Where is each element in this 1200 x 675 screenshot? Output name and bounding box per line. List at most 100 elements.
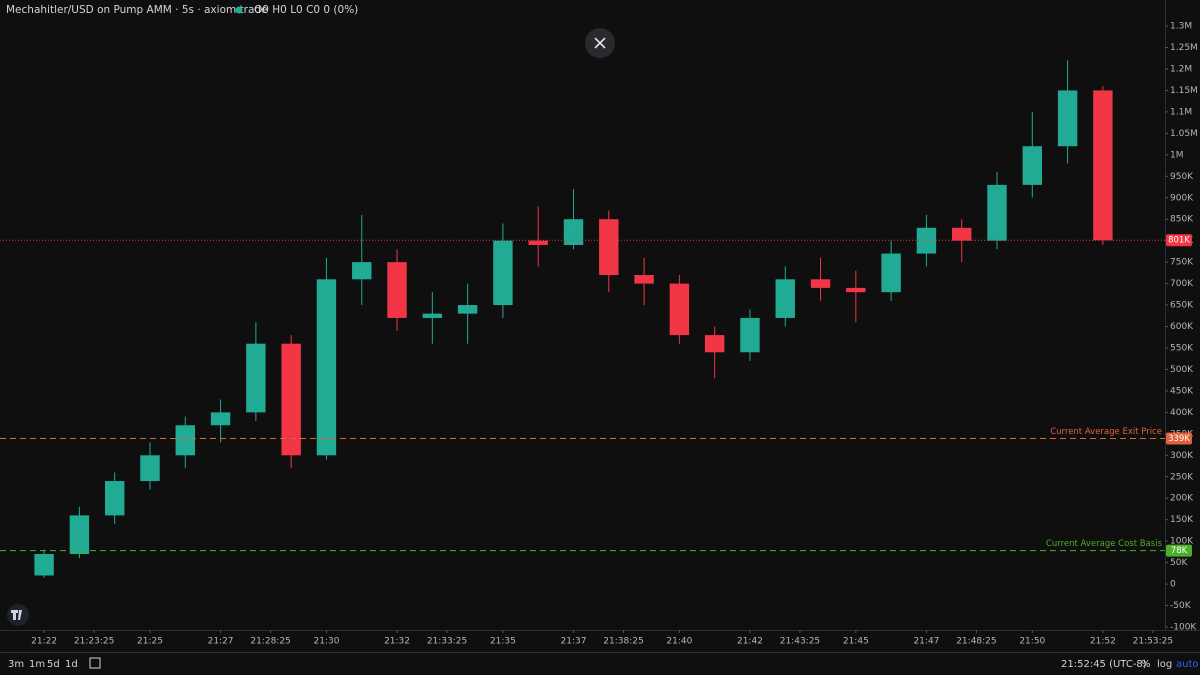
candle-body xyxy=(210,412,231,426)
x-tick-label: 21:33:25 xyxy=(427,637,467,647)
price-badge xyxy=(1166,234,1192,247)
candle-body xyxy=(140,455,160,482)
log-toggle[interactable]: log xyxy=(1157,659,1172,670)
x-tick-label: 21:37 xyxy=(561,637,587,647)
y-tick-label: 50K xyxy=(1170,558,1188,568)
y-tick-label: 700K xyxy=(1170,279,1194,289)
candle-body xyxy=(669,283,690,336)
timeframe[interactable]: 1d xyxy=(65,659,78,670)
candle-body xyxy=(916,227,937,254)
candle-body xyxy=(775,279,795,318)
y-tick-label: 400K xyxy=(1170,408,1194,418)
y-tick-label: 850K xyxy=(1170,215,1194,225)
tv-logo xyxy=(7,604,29,626)
x-tick-label: 21:43:25 xyxy=(780,637,820,647)
candle-body xyxy=(881,253,901,293)
candle-body xyxy=(175,425,195,456)
y-tick-label: 750K xyxy=(1170,258,1194,268)
candle-body xyxy=(528,240,548,245)
x-tick-label: 21:53:25 xyxy=(1133,637,1173,647)
timeframe[interactable]: 3m xyxy=(8,659,24,670)
percent-toggle[interactable]: % xyxy=(1141,659,1151,670)
candle-body xyxy=(493,240,513,306)
x-tick-label: 21:35 xyxy=(490,637,516,647)
y-tick-label: 450K xyxy=(1170,386,1194,396)
candle-body xyxy=(34,554,54,576)
candle-body xyxy=(634,275,654,284)
logo-bg xyxy=(7,604,29,626)
x-tick-label: 21:23:25 xyxy=(74,637,114,647)
timeframe[interactable]: 1m xyxy=(29,659,45,670)
candle-body xyxy=(987,184,1007,241)
price-badge-label: 339K xyxy=(1168,434,1190,444)
x-tick-label: 21:40 xyxy=(666,637,692,647)
logo-mark xyxy=(11,610,22,620)
reference-label: Current Average Cost Basis xyxy=(1046,539,1163,549)
auto-toggle[interactable]: auto xyxy=(1176,659,1199,670)
candle-body xyxy=(422,313,443,318)
y-tick-label: 550K xyxy=(1170,343,1194,353)
candle-body xyxy=(563,219,584,245)
candle-body xyxy=(846,287,866,293)
y-tick-label: 1.15M xyxy=(1170,86,1198,96)
clock: 21:52:45 (UTC-8) xyxy=(1061,659,1147,670)
y-tick-label: 1.25M xyxy=(1170,43,1198,53)
candle-body xyxy=(1093,90,1113,241)
y-tick-label: 500K xyxy=(1170,365,1194,375)
candle-body xyxy=(104,481,125,516)
y-tick-label: 0 xyxy=(1170,580,1176,590)
price-badge xyxy=(1166,544,1192,557)
candle-body xyxy=(316,279,337,456)
price-badge-label: 78K xyxy=(1171,546,1188,556)
y-tick-label: 1M xyxy=(1170,150,1184,160)
x-tick-label: 21:25 xyxy=(137,637,163,647)
x-tick-label: 21:30 xyxy=(313,637,339,647)
candle-body xyxy=(246,343,266,413)
y-tick-label: 200K xyxy=(1170,494,1194,504)
x-tick-label: 21:32 xyxy=(384,637,410,647)
candle-body xyxy=(387,262,407,318)
reference-label: Current Average Exit Price xyxy=(1050,427,1162,437)
x-tick-label: 21:47 xyxy=(913,637,939,647)
x-tick-label: 21:38:25 xyxy=(603,637,643,647)
candle-body xyxy=(69,515,90,555)
candle-body xyxy=(599,219,619,276)
x-tick-label: 21:28:25 xyxy=(250,637,290,647)
y-tick-label: 1.3M xyxy=(1170,22,1192,32)
candle-body xyxy=(740,317,760,353)
x-tick-label: 21:22 xyxy=(31,637,57,647)
candle-body xyxy=(952,227,972,241)
x-tick-label: 21:27 xyxy=(208,637,234,647)
candle-body xyxy=(704,335,725,353)
x-tick-label: 21:50 xyxy=(1019,637,1045,647)
candle-body xyxy=(352,262,372,280)
y-tick-label: -100K xyxy=(1170,622,1197,632)
y-tick-label: 150K xyxy=(1170,515,1194,525)
timeframe[interactable]: 5d xyxy=(47,659,60,670)
y-tick-label: 950K xyxy=(1170,172,1194,182)
x-tick-label: 21:48:25 xyxy=(956,637,996,647)
close-button[interactable] xyxy=(585,28,615,58)
y-tick-label: -50K xyxy=(1170,601,1192,611)
candle-body xyxy=(1057,90,1078,147)
candle-body xyxy=(457,305,478,314)
status-dot xyxy=(235,6,243,14)
y-tick-label: 1.1M xyxy=(1170,107,1192,117)
y-tick-label: 250K xyxy=(1170,472,1194,482)
y-tick-label: 100K xyxy=(1170,537,1194,547)
close-icon[interactable] xyxy=(594,37,606,49)
x-tick-label: 21:42 xyxy=(737,637,763,647)
y-tick-label: 1.05M xyxy=(1170,129,1198,139)
price-badge-label: 801K xyxy=(1168,236,1190,246)
candle-body xyxy=(281,343,301,456)
candle-body xyxy=(810,279,831,288)
price-badge xyxy=(1166,432,1192,445)
y-tick-label: 900K xyxy=(1170,193,1194,203)
x-tick-label: 21:52 xyxy=(1090,637,1116,647)
x-tick-label: 21:45 xyxy=(843,637,869,647)
y-tick-label: 650K xyxy=(1170,301,1194,311)
date-range-icon[interactable] xyxy=(89,657,101,669)
